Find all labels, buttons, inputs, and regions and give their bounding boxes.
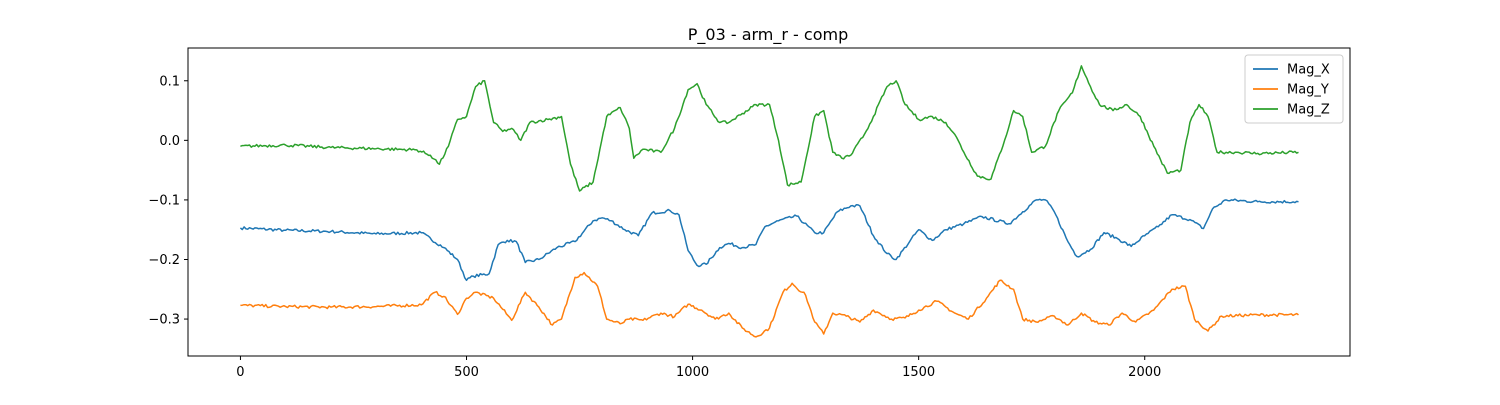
series-line-mag-y bbox=[240, 271, 1299, 338]
x-tick-label: 1500 bbox=[902, 365, 935, 380]
chart-title: P_03 - arm_r - comp bbox=[688, 25, 849, 45]
legend: Mag_X Mag_Y Mag_Z bbox=[1244, 54, 1344, 124]
plot-frame bbox=[187, 47, 1351, 357]
legend-label: Mag_X bbox=[1287, 63, 1330, 78]
y-tick-label: −0.2 bbox=[148, 253, 180, 268]
x-tick-label: 2000 bbox=[1128, 365, 1161, 380]
y-tick-label: 0.0 bbox=[159, 134, 180, 149]
y-tick-label: −0.3 bbox=[148, 313, 180, 328]
series-line-mag-z bbox=[240, 65, 1299, 192]
x-tick-label: 0 bbox=[236, 365, 244, 380]
legend-label: Mag_Y bbox=[1287, 83, 1329, 98]
y-tick-label: −0.1 bbox=[148, 193, 180, 208]
y-axis: 0.1 0.0 −0.1 −0.2 −0.3 bbox=[148, 74, 188, 328]
legend-box bbox=[1244, 54, 1344, 124]
y-tick-label: 0.1 bbox=[159, 74, 180, 89]
x-axis: 0 500 1000 1500 2000 bbox=[236, 356, 1161, 380]
x-tick-label: 1000 bbox=[676, 365, 709, 380]
series-layer bbox=[239, 65, 1299, 338]
legend-label: Mag_Z bbox=[1287, 103, 1330, 118]
x-tick-label: 500 bbox=[454, 365, 479, 380]
series-line-mag-x bbox=[239, 198, 1299, 282]
